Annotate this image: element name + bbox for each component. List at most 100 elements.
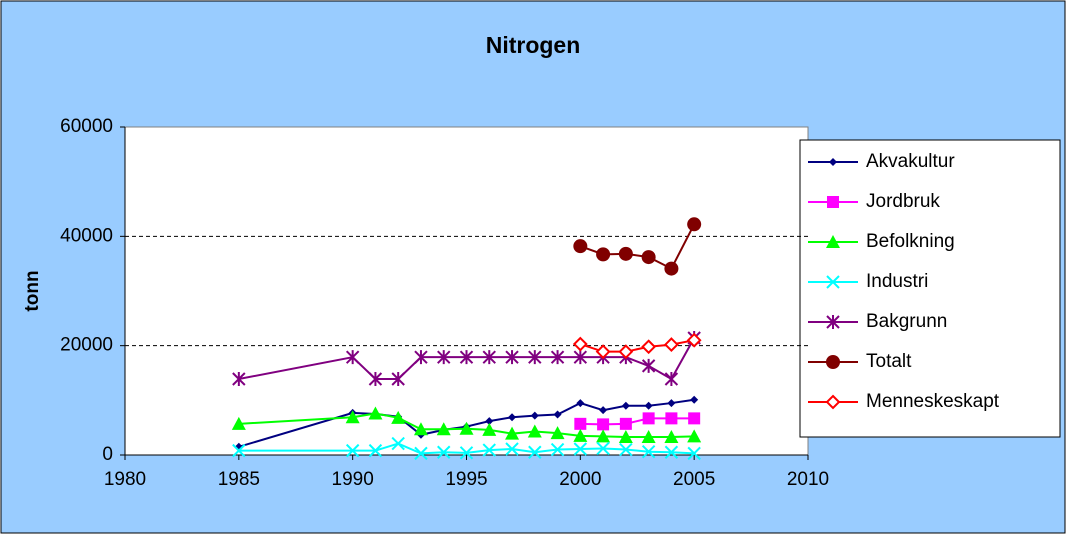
data-point: [664, 445, 679, 459]
x-tick-label: 2000: [559, 469, 601, 490]
chart-title: Nitrogen: [486, 32, 581, 58]
data-point: [619, 417, 632, 430]
data-point: [618, 246, 633, 261]
data-point: [597, 418, 610, 431]
data-point: [665, 412, 678, 425]
data-point: [599, 406, 608, 415]
data-point: [368, 406, 383, 420]
legend-marker: [825, 394, 841, 410]
data-point: [596, 247, 611, 262]
data-point: [530, 411, 539, 420]
data-point: [667, 399, 676, 408]
data-point: [508, 413, 517, 422]
data-point: [414, 350, 428, 365]
data-point: [664, 261, 679, 276]
legend-marker: [826, 235, 840, 248]
data-point: [232, 443, 246, 458]
x-tick-label: 1995: [445, 469, 487, 490]
data-point: [641, 445, 656, 459]
data-point: [576, 399, 585, 408]
plot-area: [124, 126, 809, 456]
legend-marker: [827, 196, 839, 208]
x-tick-label: 1985: [218, 469, 260, 490]
data-point: [550, 426, 565, 440]
data-point: [485, 417, 494, 426]
data-point: [505, 350, 519, 365]
data-point: [664, 429, 679, 443]
data-point: [482, 422, 497, 436]
data-point: [413, 422, 428, 436]
legend-marker: [829, 158, 837, 166]
data-point: [687, 429, 702, 443]
data-point: [686, 332, 702, 348]
y-tick-label: 40000: [60, 225, 113, 246]
y-tick-label: 60000: [60, 116, 113, 137]
data-point: [573, 442, 588, 456]
legend-label: Jordbruk: [866, 191, 940, 212]
data-point: [505, 442, 519, 456]
data-point: [573, 239, 588, 254]
data-point: [619, 442, 633, 457]
data-point: [641, 339, 657, 355]
data-point: [345, 410, 360, 424]
data-point: [528, 350, 542, 365]
data-point: [553, 410, 562, 419]
data-point: [414, 446, 428, 461]
x-tick-label: 2010: [787, 469, 829, 490]
data-point: [618, 429, 633, 443]
data-point: [574, 417, 587, 430]
data-point: [437, 350, 451, 365]
y-axis-label: tonn: [22, 270, 43, 311]
data-point: [596, 429, 611, 443]
data-point: [527, 424, 542, 438]
legend-label: Befolkning: [866, 231, 955, 252]
data-point: [368, 443, 383, 458]
data-point: [528, 445, 542, 459]
data-point: [663, 337, 679, 352]
data-point: [664, 372, 679, 387]
data-point: [621, 401, 630, 410]
data-point: [459, 446, 474, 460]
data-point: [573, 350, 588, 365]
x-tick-label: 2005: [673, 469, 715, 490]
y-tick-label: 0: [102, 444, 113, 465]
data-point: [436, 422, 451, 436]
data-point: [368, 372, 383, 387]
data-point: [573, 428, 588, 442]
legend-label: Menneskeskapt: [866, 391, 1000, 412]
legend-label: Industri: [866, 271, 928, 292]
data-point: [231, 416, 246, 430]
data-point: [642, 412, 655, 425]
data-point: [596, 441, 610, 456]
data-point: [687, 217, 702, 232]
data-point: [690, 395, 699, 404]
data-point: [641, 250, 656, 265]
data-point: [482, 443, 496, 457]
data-point: [437, 445, 451, 459]
legend-marker: [826, 315, 840, 329]
legend: [799, 139, 1061, 438]
data-point: [505, 426, 520, 440]
data-point: [391, 436, 405, 451]
data-point: [459, 421, 474, 435]
legend-marker: [826, 275, 840, 289]
data-point: [572, 336, 588, 352]
data-point: [618, 344, 634, 360]
y-tick-label: 20000: [60, 335, 113, 356]
data-point: [644, 401, 653, 410]
legend-label: Akvakultur: [866, 151, 955, 172]
data-point: [687, 446, 701, 461]
data-point: [550, 350, 565, 365]
data-point: [688, 412, 701, 425]
legend-label: Totalt: [866, 351, 912, 372]
data-point: [641, 429, 656, 443]
data-point: [345, 350, 360, 365]
data-point: [345, 443, 360, 458]
data-point: [232, 372, 246, 387]
data-point: [459, 350, 474, 365]
x-tick-label: 1980: [104, 469, 146, 490]
data-point: [641, 358, 656, 373]
legend-marker: [826, 355, 840, 369]
data-point: [482, 350, 496, 365]
